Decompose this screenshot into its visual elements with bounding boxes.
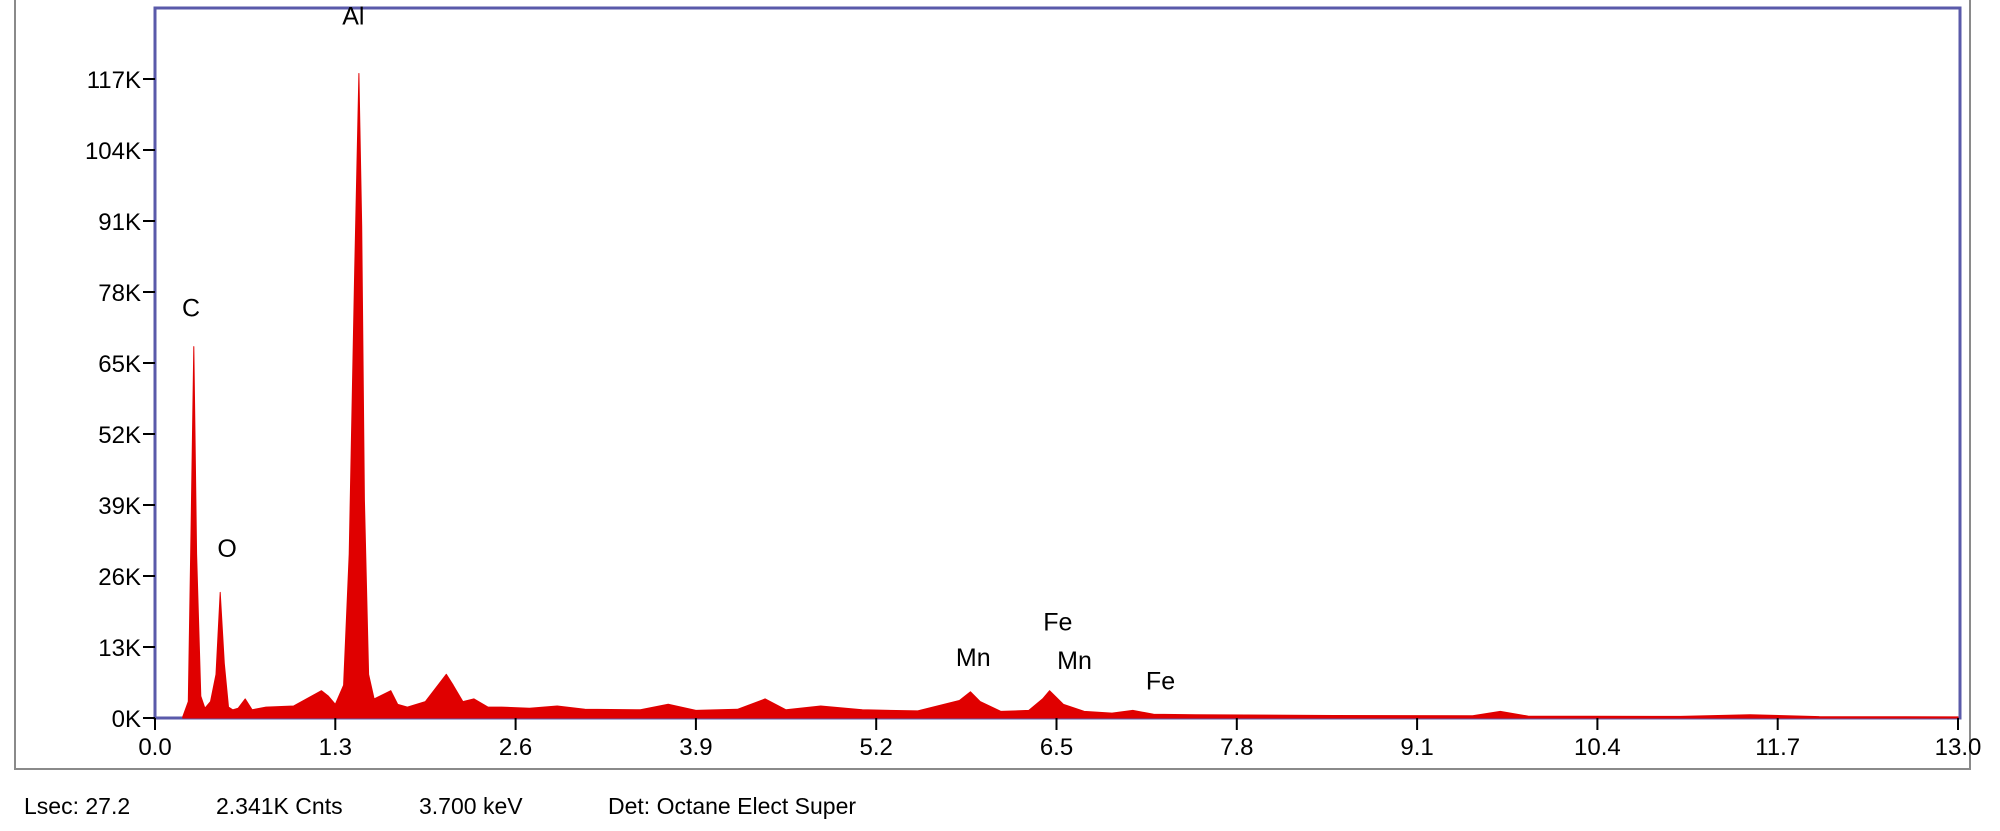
- peak-label-mn: Mn: [1057, 647, 1092, 675]
- x-tick-label: 9.1: [1400, 734, 1433, 761]
- y-tick-label: 39K: [98, 493, 141, 520]
- y-tick-label: 52K: [98, 422, 141, 449]
- x-tick-label: 10.4: [1574, 734, 1621, 761]
- eds-spectrum-chart: 0K 13K 26K 39K 52K 65K 78K 91K 104K 117K 0.0 1.3 2.…: [85, 2, 1981, 761]
- y-tick-label: 78K: [98, 280, 141, 307]
- x-tick-label: 2.6: [499, 734, 532, 761]
- detector-readout: Det: Octane Elect Super: [608, 793, 857, 819]
- x-axis: 0.0 1.3 2.6 3.9 5.2 6.5 7.8 9.1 10.4 11.7 13.0: [138, 718, 1981, 761]
- peak-label-c: C: [182, 295, 200, 323]
- peak-label-o: O: [217, 535, 236, 563]
- peak-label-mn: Mn: [956, 644, 991, 672]
- counts-readout: 2.341K Cnts: [216, 793, 343, 819]
- y-tick-label: 91K: [98, 209, 141, 236]
- x-tick-label: 3.9: [679, 734, 712, 761]
- y-tick-label: 13K: [98, 635, 141, 662]
- peak-label-fe: Fe: [1146, 668, 1175, 696]
- peak-labels: Al C O Mn Fe Mn Fe: [182, 2, 1175, 695]
- x-tick-label: 1.3: [319, 734, 352, 761]
- peak-label-al: Al: [342, 2, 364, 30]
- x-tick-label: 0.0: [138, 734, 171, 761]
- y-tick-label: 117K: [87, 67, 141, 94]
- lsec-readout: Lsec: 27.2: [24, 793, 131, 819]
- spectrum-area-0: [182, 73, 1959, 719]
- x-tick-label: 11.7: [1755, 734, 1800, 761]
- y-tick-label: 104K: [85, 138, 141, 165]
- x-tick-label: 6.5: [1040, 734, 1073, 761]
- x-tick-label: 5.2: [860, 734, 893, 761]
- peak-label-fe: Fe: [1043, 609, 1072, 637]
- energy-readout: 3.700 keV: [419, 793, 523, 819]
- y-tick-label: 26K: [98, 564, 141, 591]
- y-tick-label: 65K: [98, 351, 141, 378]
- status-bar: Lsec: 27.2 2.341K Cnts 3.700 keV Det: Oc…: [24, 793, 1924, 823]
- y-tick-label: 0K: [112, 706, 141, 733]
- chart-outer-frame: [14, 0, 1971, 770]
- x-tick-label: 7.8: [1220, 734, 1253, 761]
- y-axis: 0K 13K 26K 39K 52K 65K 78K 91K 104K 117K: [85, 67, 155, 733]
- x-tick-label: 13.0: [1935, 734, 1982, 761]
